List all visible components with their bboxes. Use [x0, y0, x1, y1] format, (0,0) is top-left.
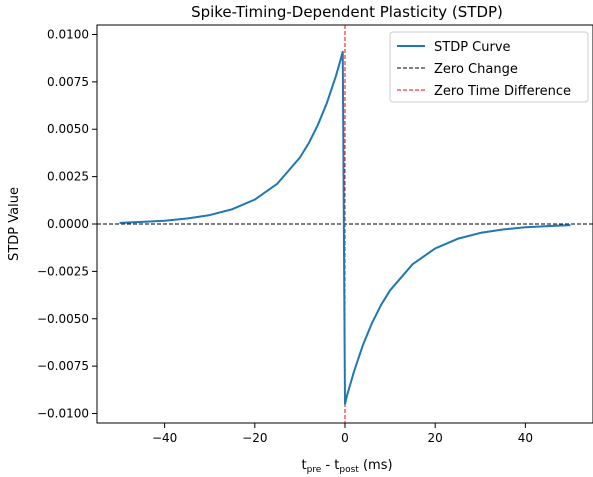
y-tick-label: 0.0050 [47, 122, 89, 136]
y-tick-label: −0.0025 [37, 264, 89, 278]
y-tick-label: −0.0050 [37, 312, 89, 326]
y-tick-label: 0.0000 [47, 217, 89, 231]
series-lines [119, 50, 571, 406]
legend: STDP Curve Zero Change Zero Time Differenc… [389, 31, 589, 103]
legend-box [389, 31, 589, 103]
x-tick-label: 20 [428, 431, 443, 445]
y-tick-label: 0.0075 [47, 75, 89, 89]
x-axis-label-unit: (ms) [359, 458, 393, 473]
x-tick-label: −40 [152, 431, 177, 445]
y-axis-label: STDP Value [7, 187, 22, 261]
stdp-curve-line [119, 50, 571, 406]
x-tick-label: 0 [341, 431, 349, 445]
x-axis-label-mid: - t [321, 458, 339, 473]
chart-title: Spike-Timing-Dependent Plasticity (STDP) [191, 3, 503, 21]
legend-label: Zero Change [434, 62, 518, 77]
x-axis: −40 −20 0 20 40 [152, 423, 533, 445]
y-axis: 0.0100 0.0075 0.0050 0.0025 0.0000 −0.0025 −0.… [37, 27, 97, 421]
x-axis-label-sub-post: post [339, 465, 359, 475]
x-axis-label: tpre - tpost (ms) [301, 458, 392, 475]
x-axis-label-base: t [301, 458, 306, 473]
y-tick-label: −0.0075 [37, 359, 89, 373]
y-tick-label: 0.0025 [47, 170, 89, 184]
legend-label: STDP Curve [434, 40, 511, 55]
legend-label: Zero Time Difference [434, 84, 571, 99]
x-tick-label: 40 [518, 431, 533, 445]
y-tick-label: 0.0100 [47, 27, 89, 41]
x-tick-label: −20 [242, 431, 267, 445]
x-axis-label-sub-pre: pre [307, 465, 322, 475]
y-tick-label: −0.0100 [37, 407, 89, 421]
